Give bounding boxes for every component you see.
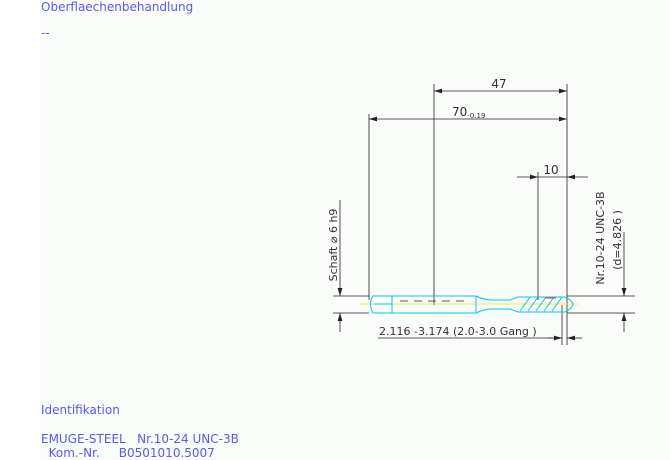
identification-line-2: Kom.-Nr. B0501010.5007: [41, 446, 215, 460]
surface-treatment-value: --: [41, 26, 50, 40]
dim-10-text: 10: [543, 163, 558, 177]
dim-47-text: 47: [491, 77, 506, 91]
thread-label: Nr.10-24 UNC-3B: [594, 191, 607, 284]
core-diameter-label: 2.116 -3.174 (2.0-3.0 Gang ): [379, 325, 537, 338]
thread-diameter-label: (d=4.826 ): [611, 210, 624, 270]
dimension-lines: [333, 84, 635, 345]
drawing-panel: [40, 0, 670, 460]
surface-treatment-label: Oberflaechenbehandlung: [41, 0, 194, 14]
identification-label: Identifikation: [41, 403, 120, 417]
shank-label: Schaft ⌀ 6 h9: [327, 209, 340, 282]
identification-line-1: EMUGE-STEEL Nr.10-24 UNC-3B: [41, 432, 239, 446]
dim-70-text: 70-0.19: [452, 105, 485, 120]
tap-outline: [370, 295, 574, 314]
